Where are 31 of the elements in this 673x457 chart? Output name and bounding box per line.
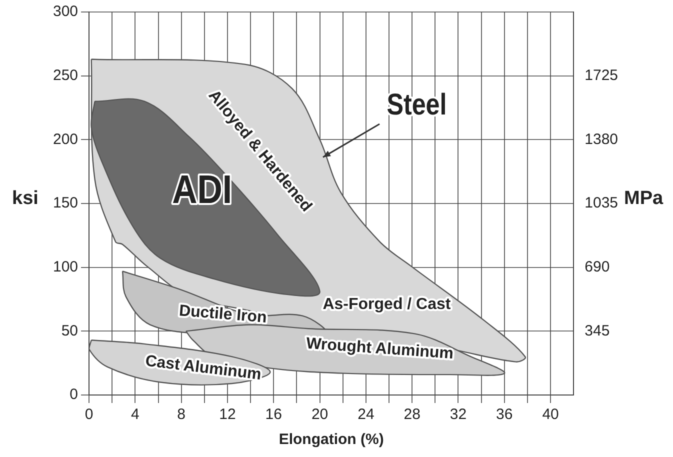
x-tick-label: 20 xyxy=(311,406,328,424)
y2-tick-label: 345 xyxy=(584,322,610,340)
y-tick-label: 150 xyxy=(52,194,78,212)
series-label: Cast Aluminum xyxy=(144,352,262,384)
x-tick-label: 40 xyxy=(542,406,559,424)
x-tick-label: 12 xyxy=(219,406,236,424)
x-tick-label: 16 xyxy=(265,406,282,424)
y-tick-label: 50 xyxy=(61,322,78,340)
y2-tick-label: 1035 xyxy=(584,194,618,212)
x-tick-label: 32 xyxy=(450,406,467,424)
series-label: Ductile Iron xyxy=(178,302,268,326)
x-tick-label: 28 xyxy=(404,406,420,424)
y2-tick-label: 690 xyxy=(584,258,610,276)
x-tick-label: 24 xyxy=(358,406,374,424)
x-tick-label: 36 xyxy=(496,406,513,424)
y2-tick-label: 1380 xyxy=(584,130,618,148)
y-tick-label: 200 xyxy=(52,130,78,148)
annotation: As-Forged / Cast xyxy=(322,296,452,313)
x-tick-label: 8 xyxy=(177,406,186,424)
series-label: ADI xyxy=(172,166,232,212)
x-tick-label: 0 xyxy=(84,406,94,424)
x-axis-title: Elongation (%) xyxy=(278,431,384,448)
y-axis-title: ksi xyxy=(12,188,38,210)
y-tick-label: 250 xyxy=(52,66,78,84)
series-label: Wrought Aluminum xyxy=(306,335,454,363)
y2-axis-title: MPa xyxy=(624,188,664,210)
y-tick-label: 0 xyxy=(70,386,78,404)
y2-tick-label: 1725 xyxy=(584,66,618,84)
x-tick-label: 4 xyxy=(131,406,140,424)
y-tick-label: 300 xyxy=(52,3,78,20)
y-tick-label: 100 xyxy=(52,258,78,276)
